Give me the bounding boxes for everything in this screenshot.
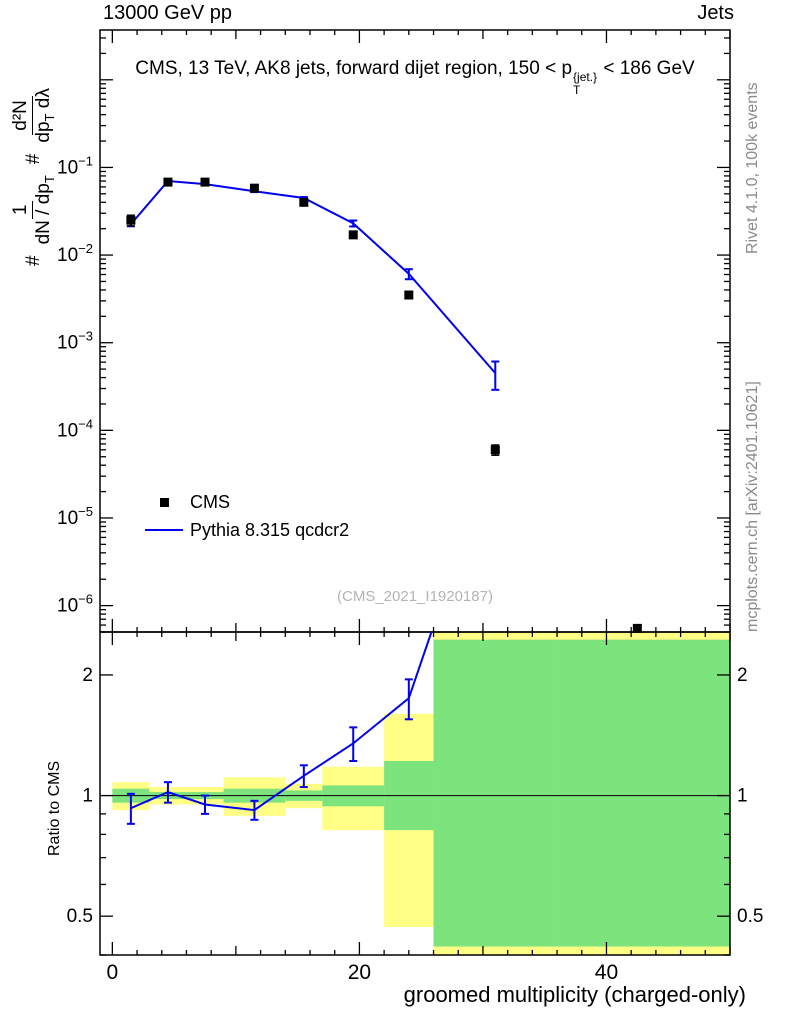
plot-title: CMS, 13 TeV, AK8 jets, forward dijet reg… [100, 58, 730, 96]
blue-line-icon [145, 529, 183, 531]
cms-marker [163, 177, 173, 187]
y-tick-label: 10−3 [57, 329, 93, 354]
x-tick-label: 40 [595, 961, 618, 984]
y-tick-label: 10−1 [57, 153, 93, 178]
y-tick-label: 10−5 [57, 504, 93, 529]
pt-subscript: T [573, 82, 581, 97]
ylabel-fraction-2: d²N dpT dλ [10, 84, 58, 146]
cms-marker [404, 290, 414, 300]
ratio-tick-label-left: 0.5 [67, 906, 93, 927]
ratio-tick-label-right: 0.5 [737, 906, 763, 927]
ylabel-hash-2: # [22, 153, 44, 165]
legend-label-pythia: Pythia 8.315 qcdcr2 [190, 519, 350, 540]
band-green [557, 639, 730, 947]
ylabel-frac2-denominator: dpT dλ [32, 88, 57, 143]
cms-marker [299, 197, 309, 207]
ratio-tick-label-left: 2 [82, 665, 93, 686]
cms-marker [200, 177, 210, 187]
plot-title-pre: CMS, 13 TeV, AK8 jets, forward dijet reg… [135, 58, 573, 79]
ratio-tick-label-left: 1 [82, 786, 93, 807]
ylabel-frac1-numerator: 1 [10, 200, 33, 220]
band-green [433, 639, 558, 947]
pythia-series-main [126, 179, 500, 391]
ratio-y-tick-labels: 0.5 0.5 1 1 2 2 [67, 665, 764, 927]
legend-label-cms: CMS [190, 491, 230, 512]
ylabel-frac2-numerator: d²N [10, 96, 33, 135]
cms-marker [632, 623, 642, 633]
ratio-tick-label-right: 2 [737, 665, 748, 686]
cms-marker-swatch [142, 497, 186, 507]
black-square-marker-icon [159, 497, 169, 507]
y-tick-label: 10−4 [57, 416, 93, 441]
mcplots-arxiv-note: mcplots.cern.ch [arXiv:2401.10621] [744, 381, 761, 632]
y-tick-label: 10−6 [57, 592, 93, 617]
pt-superscript: {jet.} [573, 70, 598, 84]
rivet-version-note: Rivet 4.1.0, 100k events [744, 82, 761, 254]
x-axis-label: groomed multiplicity (charged-only) [403, 982, 746, 1007]
pt-superscript-stack: {jet.} T [573, 71, 597, 96]
beam-energy-label: 13000 GeV pp [103, 2, 232, 24]
cms-marker [348, 230, 358, 240]
pythia-line-swatch [142, 529, 186, 531]
ratio-uncertainty-bands [112, 632, 730, 955]
ratio-tick-label-right: 1 [737, 786, 748, 807]
main-y-tick-labels: 10−1 10−2 10−3 10−4 10−5 10−6 [57, 153, 93, 616]
pythia-line [130, 179, 497, 374]
pythia-ratio-series [126, 632, 433, 825]
ylabel-hash-1: # [22, 255, 44, 266]
cms-marker [490, 445, 500, 455]
y-tick-label: 10−2 [57, 241, 93, 266]
analysis-group-label: Jets [697, 2, 734, 24]
analysis-id-watermark: (CMS_2021_I1920187) [337, 588, 493, 605]
ylabel-fraction-1: 1 dN / dpT [10, 171, 58, 248]
legend-entry-cms: CMS [142, 488, 349, 516]
pythia-ratio-line [130, 632, 433, 812]
cms-data-points [126, 177, 642, 633]
ylabel-frac1-denominator: dN / dpT [32, 175, 57, 245]
x-tick-label: 0 [107, 961, 119, 984]
cms-marker [126, 215, 136, 225]
legend: CMS Pythia 8.315 qcdcr2 [142, 488, 349, 544]
legend-entry-pythia: Pythia 8.315 qcdcr2 [142, 516, 349, 544]
x-tick-label: 20 [348, 961, 371, 984]
plot-title-post: < 186 GeV [598, 58, 695, 79]
ratio-y-axis-label: Ratio to CMS [46, 760, 63, 856]
cms-marker [249, 183, 259, 193]
ratio-panel-frame [99, 631, 731, 956]
x-tick-labels: 0 20 40 [107, 961, 619, 984]
main-y-axis-label: # 1 dN / dpT # d²N dpT dλ [10, 84, 58, 266]
